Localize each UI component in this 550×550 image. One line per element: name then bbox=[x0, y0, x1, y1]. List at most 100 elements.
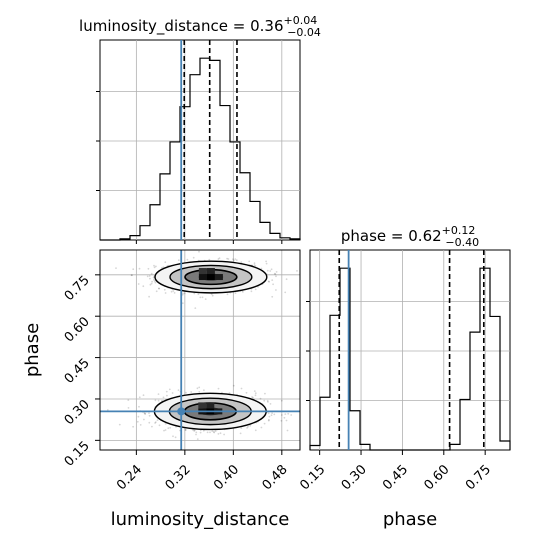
scatter-sample-point bbox=[271, 279, 274, 281]
scatter-sample-point bbox=[150, 272, 153, 275]
scatter-sample-point bbox=[284, 413, 287, 415]
scatter-sample-point bbox=[197, 293, 200, 296]
scatter-sample-point bbox=[148, 414, 151, 417]
scatter-sample-point bbox=[253, 262, 256, 265]
scatter-sample-point bbox=[263, 399, 266, 402]
scatter-sample-point bbox=[204, 298, 207, 300]
scatter-sample-point bbox=[153, 280, 156, 282]
scatter-sample-point bbox=[227, 258, 230, 260]
scatter-sample-point bbox=[106, 409, 109, 411]
scatter-sample-point bbox=[232, 259, 235, 262]
scatter-sample-point bbox=[156, 419, 159, 421]
hist-luminosity-distance-panel: luminosity_distance = 0.36+0.04 −0.04 bbox=[79, 14, 321, 244]
hist-phase-xtick-label-0: 0.15 bbox=[297, 462, 328, 493]
scatter-sample-point bbox=[269, 270, 272, 272]
scatter-sample-point bbox=[154, 281, 157, 284]
scatter-sample-point bbox=[226, 293, 229, 296]
scatter-contours bbox=[153, 260, 268, 431]
scatter-ytick-label-1: 0.30 bbox=[62, 397, 93, 428]
scatter-sample-point bbox=[162, 266, 165, 269]
scatter-sample-point bbox=[234, 258, 237, 260]
scatter-mode-1-core-4 bbox=[198, 402, 207, 409]
scatter-sample-point bbox=[248, 260, 251, 263]
scatter-sample-point bbox=[208, 258, 211, 261]
scatter-sample-point bbox=[198, 391, 201, 393]
scatter-sample-point bbox=[240, 261, 243, 264]
scatter-sample-point bbox=[193, 430, 196, 432]
scatter-sample-point bbox=[209, 431, 211, 434]
scatter-sample-point bbox=[273, 413, 276, 416]
scatter-sample-point bbox=[253, 264, 256, 266]
scatter-sample-point bbox=[143, 412, 146, 414]
scatter-sample-point bbox=[268, 418, 270, 421]
scatter-sample-point bbox=[218, 257, 221, 259]
scatter-sample-point bbox=[267, 412, 270, 415]
scatter-sample-point bbox=[266, 269, 269, 272]
scatter-sample-point bbox=[139, 424, 142, 426]
scatter-sample-point bbox=[273, 272, 276, 275]
scatter-mode-1-core-3 bbox=[206, 402, 215, 409]
scatter-sample-point bbox=[130, 274, 133, 277]
scatter-sample-point bbox=[265, 260, 267, 263]
scatter-sample-point bbox=[169, 426, 172, 429]
scatter-sample-point bbox=[280, 414, 283, 416]
hist-phase-x-ticks: 0.15 0.30 0.45 0.60 0.75 bbox=[297, 450, 494, 493]
scatter-sample-point bbox=[268, 415, 271, 418]
hist-phase-quantiles bbox=[338, 250, 485, 450]
scatter-sample-point bbox=[264, 392, 266, 395]
scatter-sample-point bbox=[252, 396, 254, 399]
hist-ld-ticks bbox=[96, 91, 283, 244]
scatter-sample-point bbox=[137, 283, 140, 285]
scatter-sample-point bbox=[115, 267, 117, 269]
scatter-sample-point bbox=[266, 399, 269, 402]
hist-phase-y-ticks bbox=[306, 301, 310, 401]
scatter-sample-point bbox=[177, 389, 180, 391]
scatter-sample-point bbox=[132, 425, 135, 428]
scatter-truth-lines bbox=[100, 250, 300, 450]
scatter-sample-point bbox=[152, 276, 155, 279]
scatter-sample-point bbox=[149, 283, 152, 286]
scatter-sample-point bbox=[232, 258, 234, 261]
scatter-sample-point bbox=[127, 399, 130, 401]
scatter-sample-point bbox=[254, 392, 257, 395]
scatter-sample-point bbox=[254, 394, 257, 397]
scatter-ytick-label-4: 0.75 bbox=[62, 273, 93, 304]
scatter-sample-point bbox=[202, 429, 205, 432]
scatter-sample-point bbox=[155, 290, 158, 293]
scatter-sample-point bbox=[270, 414, 273, 417]
scatter-sample-point bbox=[118, 423, 121, 426]
scatter-sample-point bbox=[148, 275, 151, 277]
scatter-ld-phase-panel: 0.24 0.32 0.40 0.48 0.15 0.30 0.45 0.60 0.75 lu… bbox=[22, 249, 301, 530]
scatter-mode-0-core-3 bbox=[206, 268, 215, 275]
scatter-sample-point bbox=[286, 429, 289, 432]
scatter-sample-point bbox=[172, 435, 174, 438]
scatter-sample-point bbox=[254, 288, 257, 291]
scatter-sample-point bbox=[212, 431, 215, 433]
scatter-sample-point bbox=[193, 292, 196, 295]
scatter-sample-point bbox=[164, 292, 167, 294]
scatter-sample-point bbox=[158, 424, 161, 427]
hist-phase-xtick-label-3: 0.60 bbox=[422, 462, 453, 493]
scatter-mode-0-core-0 bbox=[198, 274, 207, 281]
hist-ld-quantiles bbox=[183, 40, 238, 240]
hist-phase-panel: 0.15 0.30 0.45 0.60 0.75 phase = 0.62+0.12 −0… bbox=[297, 224, 511, 530]
scatter-sample-point bbox=[148, 421, 151, 424]
scatter-sample-point bbox=[183, 292, 186, 295]
scatter-sample-point bbox=[192, 429, 194, 431]
scatter-sample-point bbox=[157, 393, 160, 395]
scatter-sample-point bbox=[201, 296, 204, 299]
scatter-sample-point bbox=[165, 390, 168, 393]
hist-phase-xtick-label-2: 0.45 bbox=[380, 462, 411, 493]
scatter-sample-point bbox=[270, 268, 273, 271]
scatter-sample-point bbox=[182, 292, 184, 295]
scatter-sample-point bbox=[190, 391, 193, 393]
scatter-sample-point bbox=[184, 429, 187, 431]
scatter-sample-point bbox=[275, 289, 277, 291]
scatter-sample-point bbox=[240, 387, 243, 390]
scatter-sample-point bbox=[196, 387, 199, 390]
scatter-ylabel: phase bbox=[22, 323, 43, 377]
scatter-sample-point bbox=[153, 278, 155, 281]
scatter-sample-point bbox=[223, 433, 226, 436]
scatter-sample-point bbox=[172, 290, 175, 292]
